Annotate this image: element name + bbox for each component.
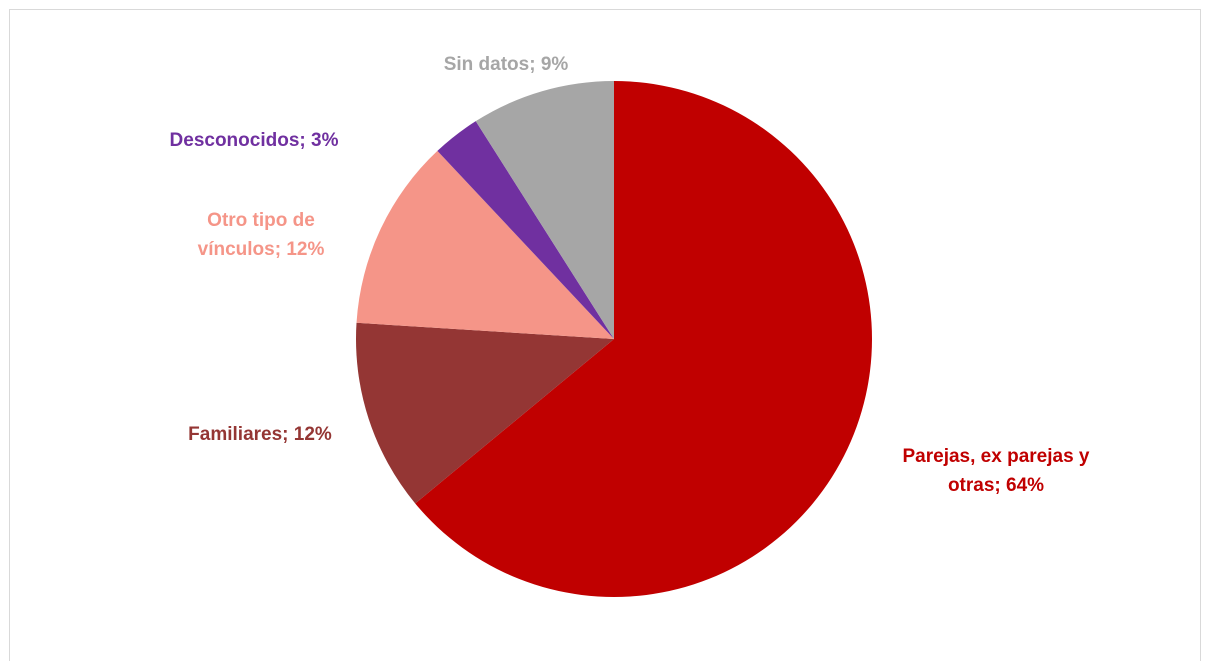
slice-label-1: Parejas, ex parejas y otras; 64%	[903, 446, 1090, 496]
pie-slice-3	[356, 150, 614, 339]
pie-slice-2	[356, 322, 614, 504]
slice-label-5: Sin datos; 9%	[444, 54, 569, 75]
pie-slice-4	[437, 121, 614, 339]
slice-label-3: Otro tipo de vínculos; 12%	[198, 210, 325, 260]
pie-slice-5	[475, 81, 614, 339]
slice-label-4: Desconocidos; 3%	[170, 130, 339, 151]
pie-labels: Parejas, ex parejas y otras; 64% Familiare…	[170, 54, 1090, 496]
pie-slices	[356, 81, 872, 597]
slice-label-2: Familiares; 12%	[188, 424, 332, 445]
pie-slice-1	[415, 81, 872, 597]
